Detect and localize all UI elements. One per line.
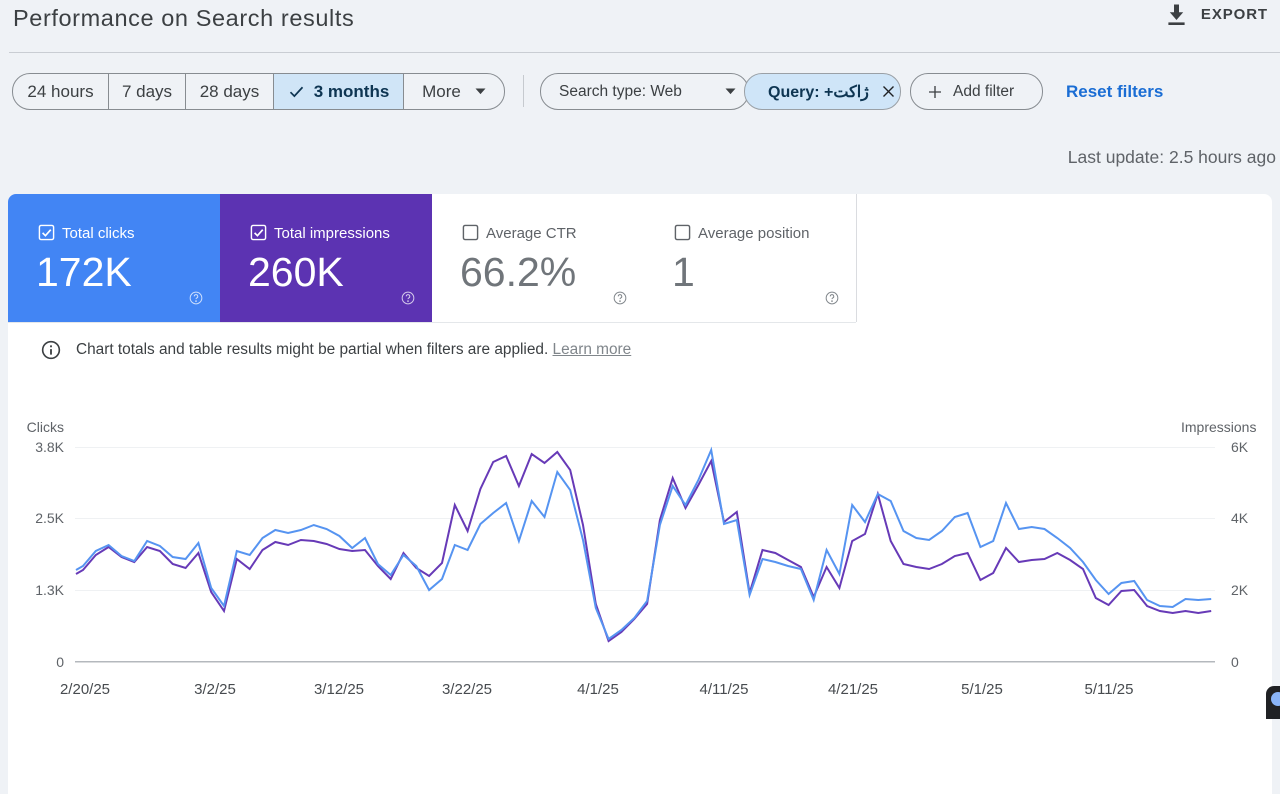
svg-text:3/12/25: 3/12/25 xyxy=(314,681,364,698)
svg-text:4/21/25: 4/21/25 xyxy=(828,681,878,698)
svg-text:6K: 6K xyxy=(1231,439,1249,455)
svg-text:5/11/25: 5/11/25 xyxy=(1085,681,1134,698)
svg-text:4/1/25: 4/1/25 xyxy=(577,681,619,698)
svg-text:5/1/25: 5/1/25 xyxy=(961,681,1003,698)
svg-text:Impressions: Impressions xyxy=(1181,419,1256,435)
svg-text:4/11/25: 4/11/25 xyxy=(700,681,749,698)
svg-text:2.5K: 2.5K xyxy=(35,510,64,526)
svg-text:Clicks: Clicks xyxy=(27,419,64,435)
svg-text:0: 0 xyxy=(1231,654,1239,670)
svg-text:3.8K: 3.8K xyxy=(35,439,64,455)
svg-text:2K: 2K xyxy=(1231,582,1249,598)
svg-text:1.3K: 1.3K xyxy=(35,582,64,598)
svg-text:0: 0 xyxy=(56,654,64,670)
svg-text:3/22/25: 3/22/25 xyxy=(442,681,492,698)
svg-text:3/2/25: 3/2/25 xyxy=(194,681,236,698)
svg-text:2/20/25: 2/20/25 xyxy=(60,681,110,698)
svg-text:4K: 4K xyxy=(1231,510,1249,526)
